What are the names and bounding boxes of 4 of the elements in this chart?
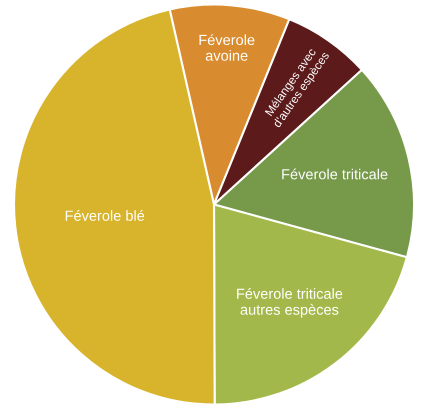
slice-label: Féverole triticale: [282, 168, 388, 180]
slice-label: Féverole avoine: [200, 34, 254, 61]
slice-label: Féverole blé: [66, 210, 144, 221]
slice-label: Féverole triticale autres espèces: [237, 288, 342, 318]
